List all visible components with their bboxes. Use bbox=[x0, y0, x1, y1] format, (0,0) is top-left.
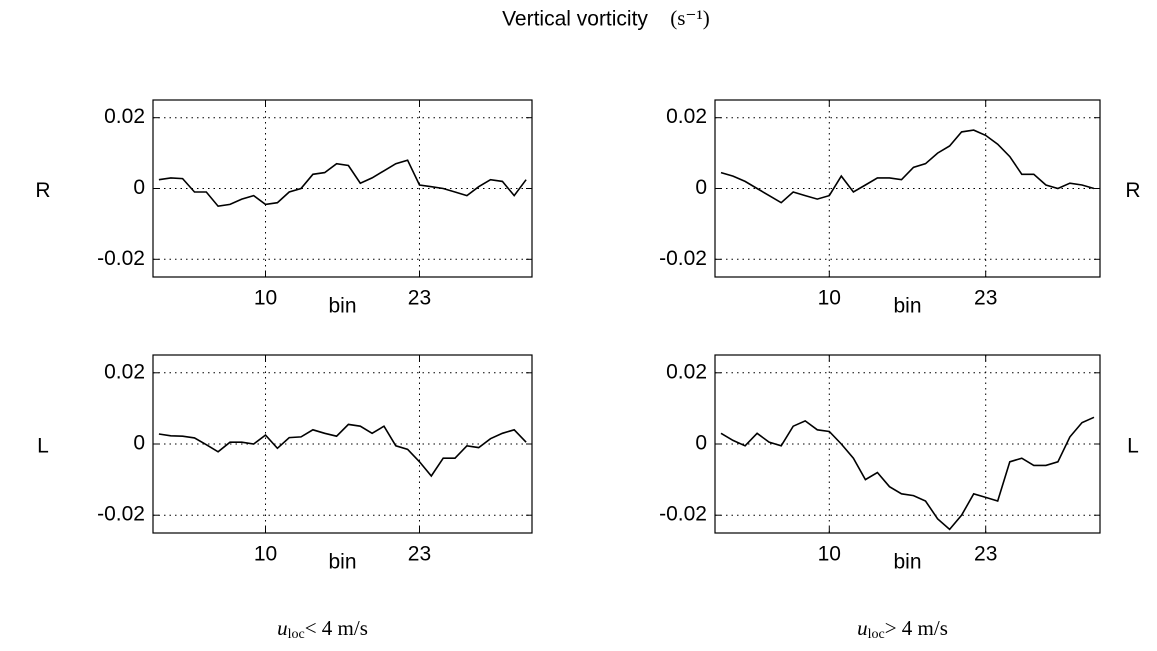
row-label: R bbox=[1125, 179, 1140, 202]
row-label: L bbox=[37, 435, 49, 458]
data-line bbox=[720, 416, 1095, 531]
axes-box bbox=[152, 354, 533, 534]
x-tick-label: 10 bbox=[254, 543, 277, 566]
column-label-text: < 4 m/s bbox=[305, 616, 368, 640]
x-axis-label: bin bbox=[893, 295, 921, 318]
x-tick-label: 10 bbox=[818, 287, 841, 310]
column-label: uloc< 4 m/s bbox=[277, 616, 368, 642]
x-tick-label: 23 bbox=[974, 287, 997, 310]
y-tick-label: 0.02 bbox=[666, 360, 707, 383]
x-tick-label: 10 bbox=[818, 543, 841, 566]
x-axis-label: bin bbox=[328, 551, 356, 574]
data-line bbox=[720, 129, 1095, 204]
data-line bbox=[158, 423, 527, 478]
y-tick-label: 0 bbox=[133, 432, 145, 455]
x-tick-label: 23 bbox=[408, 287, 431, 310]
column-label: uloc> 4 m/s bbox=[857, 616, 948, 642]
y-tick-label: -0.02 bbox=[97, 247, 145, 270]
y-tick-label: 0.02 bbox=[104, 360, 145, 383]
y-tick-label: 0 bbox=[695, 176, 707, 199]
y-tick-label: -0.02 bbox=[97, 503, 145, 526]
data-line bbox=[158, 159, 527, 208]
x-tick-label: 10 bbox=[254, 287, 277, 310]
column-label-symbol: u bbox=[277, 616, 288, 640]
y-tick-label: -0.02 bbox=[659, 247, 707, 270]
x-axis-label: bin bbox=[893, 551, 921, 574]
axes-box bbox=[714, 354, 1101, 534]
figure-title: Vertical vorticity bbox=[502, 8, 648, 31]
x-tick-label: 23 bbox=[408, 543, 431, 566]
axes-box bbox=[152, 99, 533, 278]
row-label: R bbox=[35, 179, 50, 202]
row-label: L bbox=[1127, 435, 1139, 458]
y-tick-label: 0.02 bbox=[666, 105, 707, 128]
column-label-symbol: u bbox=[857, 616, 868, 640]
y-tick-label: 0.02 bbox=[104, 105, 145, 128]
y-tick-label: 0 bbox=[133, 176, 145, 199]
column-label-subscript: loc bbox=[868, 627, 885, 642]
y-tick-label: 0 bbox=[695, 432, 707, 455]
axes-box bbox=[714, 99, 1101, 278]
figure-unit: (s⁻¹) bbox=[670, 6, 710, 30]
y-tick-label: -0.02 bbox=[659, 503, 707, 526]
x-axis-label: bin bbox=[328, 295, 356, 318]
column-label-text: > 4 m/s bbox=[885, 616, 948, 640]
column-label-subscript: loc bbox=[288, 627, 305, 642]
x-tick-label: 23 bbox=[974, 543, 997, 566]
